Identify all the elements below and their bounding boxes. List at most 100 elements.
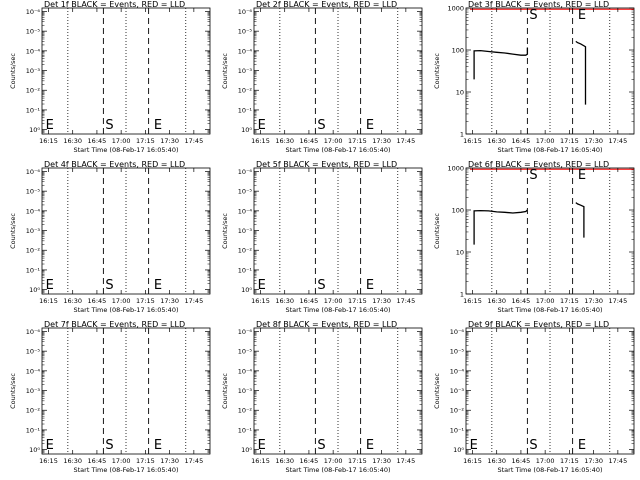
x-tick-label: 16:30 — [487, 457, 506, 465]
y-tick-label: 10 — [456, 249, 464, 257]
y-tick-label: 10⁻³ — [238, 387, 253, 395]
x-tick-label: 17:45 — [608, 297, 627, 305]
x-tick-label: 17:00 — [324, 297, 343, 305]
x-tick-label: 17:00 — [536, 137, 555, 145]
y-axis-label: Counts/sec — [9, 213, 17, 249]
x-axis-label: Start Time (08-Feb-17 16:05:40) — [74, 306, 179, 314]
y-tick-label: 10⁻¹ — [238, 426, 253, 434]
y-tick-label: 10⁻⁴ — [26, 367, 41, 375]
x-tick-label: 16:15 — [251, 137, 270, 145]
s-marker: S — [105, 438, 113, 453]
s-marker: S — [317, 438, 325, 453]
x-tick-label: 16:30 — [487, 297, 506, 305]
x-axis-label: Start Time (08-Feb-17 16:05:40) — [498, 306, 603, 314]
e-marker: E — [154, 438, 162, 453]
panel-det-1: Det 1f BLACK = Events, RED = LLD 16:15 16:… — [9, 0, 211, 154]
x-tick-label: 17:15 — [348, 457, 367, 465]
y-tick-label: 10⁻¹ — [450, 426, 465, 434]
x-tick-label: 17:30 — [584, 297, 603, 305]
x-tick-label: 17:15 — [348, 137, 367, 145]
s-marker: S — [317, 118, 325, 133]
s-marker: S — [105, 278, 113, 293]
x-axis-label: Start Time (08-Feb-17 16:05:40) — [286, 146, 391, 154]
y-tick-label: 10⁻² — [450, 407, 465, 415]
x-axis-label: Start Time (08-Feb-17 16:05:40) — [498, 146, 603, 154]
y-axis-label: Counts/sec — [221, 213, 229, 249]
s-marker: S — [317, 278, 325, 293]
x-tick-label: 17:45 — [608, 137, 627, 145]
e-marker: E — [366, 278, 374, 293]
y-tick-label: 10⁰ — [29, 446, 40, 454]
x-tick-label: 17:00 — [324, 137, 343, 145]
e-marker: E — [46, 278, 54, 293]
y-tick-label: 1000 — [447, 165, 464, 173]
y-tick-label: 10⁻³ — [26, 387, 41, 395]
y-tick-label: 10⁻¹ — [26, 106, 41, 114]
x-tick-label: 16:15 — [39, 137, 58, 145]
y-tick-label: 10⁻¹ — [238, 106, 253, 114]
panel-title: Det 4f BLACK = Events, RED = LLD — [44, 160, 185, 169]
y-tick-label: 10⁻⁵ — [238, 28, 253, 36]
s-marker: S — [529, 8, 537, 23]
x-tick-label: 17:30 — [584, 457, 603, 465]
e-marker: E — [154, 118, 162, 133]
s-marker: S — [529, 168, 537, 183]
x-tick-label: 16:15 — [463, 137, 482, 145]
x-tick-label: 16:45 — [88, 137, 107, 145]
x-tick-label: 17:45 — [396, 297, 415, 305]
x-tick-label: 16:30 — [63, 297, 82, 305]
x-tick-label: 16:45 — [512, 137, 531, 145]
y-tick-label: 10⁻³ — [26, 67, 41, 75]
e-marker: E — [578, 168, 586, 183]
y-tick-label: 10⁻² — [238, 247, 253, 255]
e-marker: E — [258, 278, 266, 293]
x-tick-label: 17:45 — [184, 457, 203, 465]
panel-det-4: Det 4f BLACK = Events, RED = LLD 16:15 16:… — [9, 160, 211, 314]
s-marker: S — [105, 118, 113, 133]
y-tick-label: 10⁻² — [238, 87, 253, 95]
y-tick-label: 10⁻⁵ — [26, 28, 41, 36]
x-tick-label: 17:30 — [372, 137, 391, 145]
x-tick-label: 16:15 — [251, 297, 270, 305]
y-tick-label: 10⁰ — [29, 286, 40, 294]
e-marker: E — [258, 438, 266, 453]
y-tick-label: 10⁻⁴ — [238, 47, 253, 55]
e-marker: E — [258, 118, 266, 133]
y-tick-label: 10⁻⁶ — [238, 328, 253, 336]
x-tick-label: 17:15 — [560, 457, 579, 465]
x-tick-label: 16:30 — [275, 137, 294, 145]
y-tick-label: 10⁻⁴ — [26, 207, 41, 215]
e-marker: E — [46, 438, 54, 453]
panel-title: Det 9f BLACK = Events, RED = LLD — [468, 320, 609, 329]
e-marker: E — [578, 8, 586, 23]
x-tick-label: 16:15 — [251, 457, 270, 465]
y-tick-label: 10⁻³ — [238, 67, 253, 75]
y-axis-label: Counts/sec — [9, 373, 17, 409]
panel-det-2: Det 2f BLACK = Events, RED = LLD 16:15 16:… — [221, 0, 423, 154]
x-tick-label: 17:30 — [160, 137, 179, 145]
x-tick-label: 17:15 — [136, 137, 155, 145]
panel-det-5: Det 5f BLACK = Events, RED = LLD 16:15 16:… — [221, 160, 423, 314]
y-tick-label: 10⁻⁴ — [238, 207, 253, 215]
panel-title: Det 2f BLACK = Events, RED = LLD — [256, 0, 397, 9]
x-tick-label: 16:45 — [88, 457, 107, 465]
y-tick-label: 10⁻⁶ — [26, 328, 41, 336]
x-tick-label: 16:45 — [512, 297, 531, 305]
y-tick-label: 10⁻³ — [26, 227, 41, 235]
panel-det-7: Det 7f BLACK = Events, RED = LLD 16:15 16:… — [9, 320, 211, 474]
e-marker: E — [46, 118, 54, 133]
panel-title: Det 6f BLACK = Events, RED = LLD — [468, 160, 609, 169]
y-tick-label: 10⁻⁴ — [450, 367, 465, 375]
y-tick-label: 10⁰ — [241, 446, 252, 454]
y-axis-label: Counts/sec — [221, 373, 229, 409]
x-tick-label: 17:15 — [560, 297, 579, 305]
y-tick-label: 10⁰ — [29, 126, 40, 134]
y-tick-label: 10⁻³ — [238, 227, 253, 235]
x-tick-label: 16:15 — [39, 457, 58, 465]
panel-title: Det 3f BLACK = Events, RED = LLD — [468, 0, 609, 9]
x-tick-label: 16:15 — [463, 297, 482, 305]
panel-title: Det 1f BLACK = Events, RED = LLD — [44, 0, 185, 9]
y-axis-label: Counts/sec — [433, 373, 441, 409]
y-tick-label: 10⁻² — [26, 87, 41, 95]
